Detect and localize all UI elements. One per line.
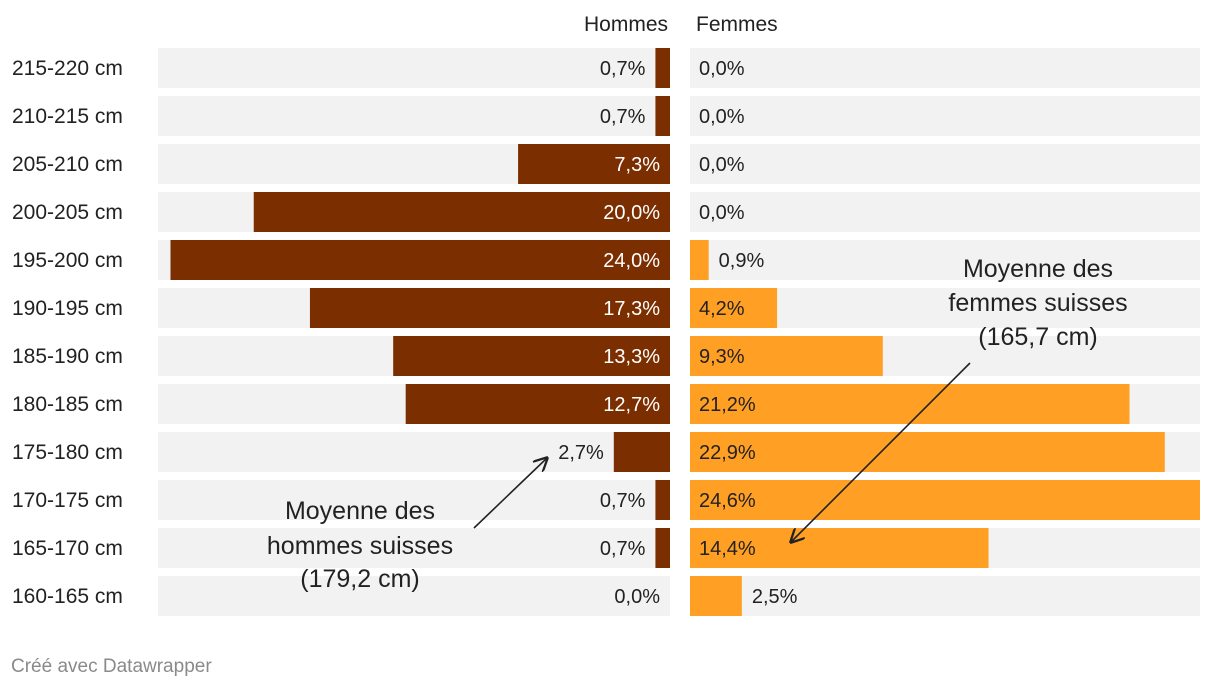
value-label-hommes: 17,3% <box>603 298 660 320</box>
bar-hommes <box>655 528 670 568</box>
bar-femmes <box>690 336 883 376</box>
category-label: 205-210 cm <box>12 153 123 176</box>
value-label-femmes: 0,0% <box>699 202 745 224</box>
bar-femmes <box>690 384 1130 424</box>
value-label-hommes: 0,7% <box>600 490 646 512</box>
band-femmes <box>690 240 1200 280</box>
footer-credit: Créé avec Datawrapper <box>11 656 212 677</box>
value-label-hommes: 0,7% <box>600 106 646 128</box>
butterfly-chart: 0,7% 0,0% 0,7% 0,0% 7,3% 0,0% 20,0% 0,0% 24,0% 0,… <box>12 13 1200 616</box>
category-label: 190-195 cm <box>12 297 123 320</box>
bar-hommes <box>518 144 670 184</box>
category-label: 195-200 cm <box>12 249 123 272</box>
value-label-hommes: 0,7% <box>600 538 646 560</box>
bar-femmes <box>690 480 1200 520</box>
band-hommes <box>158 48 670 88</box>
value-label-femmes: 14,4% <box>699 538 756 560</box>
band-femmes <box>690 96 1200 136</box>
bar-hommes <box>309 288 670 328</box>
band-hommes <box>158 576 670 616</box>
value-label-hommes: 20,0% <box>603 202 660 224</box>
value-label-hommes: 7,3% <box>614 154 660 176</box>
category-label: 175-180 cm <box>12 441 123 464</box>
value-label-femmes: 0,0% <box>699 58 745 80</box>
band-hommes <box>158 480 670 520</box>
category-label: 200-205 cm <box>12 201 123 224</box>
annotation-femmes-line: Moyenne des <box>963 255 1113 283</box>
bar-femmes <box>690 432 1165 472</box>
value-label-femmes: 21,2% <box>699 394 756 416</box>
bar-femmes <box>690 288 778 328</box>
bars <box>170 48 1200 616</box>
category-labels: 215-220 cm 210-215 cm 205-210 cm 200-205 cm… <box>12 57 123 608</box>
value-label-hommes: 13,3% <box>603 346 660 368</box>
bar-femmes <box>690 528 989 568</box>
annotation-femmes-arrow <box>791 362 971 542</box>
value-label-femmes: 0,9% <box>719 250 765 272</box>
value-label-femmes: 9,3% <box>699 346 745 368</box>
value-label-femmes: 0,0% <box>699 106 745 128</box>
band-hommes <box>158 528 670 568</box>
category-label: 185-190 cm <box>12 345 123 368</box>
value-label-femmes: 2,5% <box>752 586 798 608</box>
annotation-femmes-line: femmes suisses <box>948 289 1127 317</box>
category-label: 160-165 cm <box>12 585 123 608</box>
value-label-hommes: 0,0% <box>614 586 660 608</box>
value-label-hommes: 2,7% <box>558 442 604 464</box>
annotation-hommes-arrow <box>473 458 547 529</box>
bar-hommes <box>170 240 671 280</box>
band-femmes <box>690 576 1200 616</box>
bar-hommes <box>405 384 670 424</box>
value-label-femmes: 0,0% <box>699 154 745 176</box>
annotation-hommes-line: hommes suisses <box>267 532 453 560</box>
category-label: 165-170 cm <box>12 537 123 560</box>
category-label: 170-175 cm <box>12 489 123 512</box>
value-label-femmes: 22,9% <box>699 442 756 464</box>
bar-hommes <box>393 336 670 376</box>
band-hommes <box>158 432 670 472</box>
bar-hommes <box>655 96 670 136</box>
bar-hommes <box>253 192 670 232</box>
annotations: Moyenne des hommes suisses (179,2 cm) Moyen… <box>267 255 1128 593</box>
category-label: 215-220 cm <box>12 57 123 80</box>
value-labels: 0,7% 0,0% 0,7% 0,0% 7,3% 0,0% 20,0% 0,0% 24,0% 0,… <box>558 58 797 608</box>
bar-hommes <box>655 480 670 520</box>
value-label-femmes: 4,2% <box>699 298 745 320</box>
value-label-hommes: 0,7% <box>600 58 646 80</box>
value-label-hommes: 12,7% <box>603 394 660 416</box>
category-label: 210-215 cm <box>12 105 123 128</box>
header-hommes: Hommes <box>584 13 668 36</box>
annotation-hommes-line: (179,2 cm) <box>300 565 419 593</box>
band-femmes <box>690 192 1200 232</box>
value-label-femmes: 24,6% <box>699 490 756 512</box>
series-headers: Hommes Femmes <box>584 13 778 36</box>
bar-femmes <box>690 576 742 616</box>
header-femmes: Femmes <box>696 13 778 36</box>
band-hommes <box>158 96 670 136</box>
band-femmes <box>690 48 1200 88</box>
bar-femmes <box>690 240 709 280</box>
value-label-hommes: 24,0% <box>603 250 660 272</box>
annotation-femmes-line: (165,7 cm) <box>978 323 1097 351</box>
annotation-hommes-line: Moyenne des <box>285 497 435 525</box>
category-label: 180-185 cm <box>12 393 123 416</box>
bar-hommes <box>613 432 670 472</box>
bar-hommes <box>655 48 670 88</box>
band-femmes <box>690 144 1200 184</box>
